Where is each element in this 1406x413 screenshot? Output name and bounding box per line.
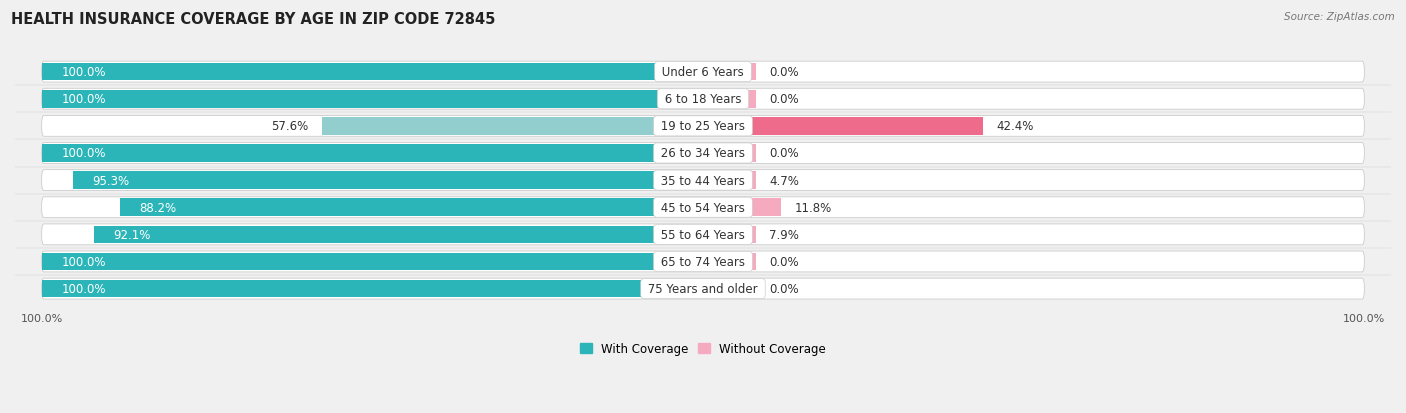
Text: Source: ZipAtlas.com: Source: ZipAtlas.com xyxy=(1284,12,1395,22)
FancyBboxPatch shape xyxy=(42,278,1364,299)
FancyBboxPatch shape xyxy=(42,170,1364,191)
Bar xyxy=(73,172,703,190)
Text: 42.4%: 42.4% xyxy=(997,120,1033,133)
Bar xyxy=(94,226,703,244)
Text: 75 Years and older: 75 Years and older xyxy=(644,282,762,295)
Text: 57.6%: 57.6% xyxy=(271,120,309,133)
Bar xyxy=(703,226,756,244)
Bar xyxy=(42,91,703,108)
Text: 11.8%: 11.8% xyxy=(794,201,831,214)
FancyBboxPatch shape xyxy=(42,224,1364,245)
Bar xyxy=(703,172,756,190)
FancyBboxPatch shape xyxy=(42,197,1364,218)
Text: 0.0%: 0.0% xyxy=(769,93,799,106)
FancyBboxPatch shape xyxy=(42,252,1364,272)
Bar xyxy=(703,280,756,298)
Text: 19 to 25 Years: 19 to 25 Years xyxy=(657,120,749,133)
Bar xyxy=(322,118,703,135)
Text: 100.0%: 100.0% xyxy=(62,147,105,160)
Bar xyxy=(703,118,983,135)
FancyBboxPatch shape xyxy=(42,116,1364,137)
Text: 100.0%: 100.0% xyxy=(62,255,105,268)
Bar xyxy=(42,280,703,298)
FancyBboxPatch shape xyxy=(42,62,1364,83)
Text: 88.2%: 88.2% xyxy=(139,201,177,214)
Text: 95.3%: 95.3% xyxy=(93,174,129,187)
FancyBboxPatch shape xyxy=(42,89,1364,110)
Bar xyxy=(42,64,703,81)
Text: 92.1%: 92.1% xyxy=(114,228,150,241)
Bar xyxy=(703,145,756,162)
Text: 4.7%: 4.7% xyxy=(769,174,799,187)
Bar xyxy=(703,91,756,108)
Text: 0.0%: 0.0% xyxy=(769,147,799,160)
Text: 0.0%: 0.0% xyxy=(769,255,799,268)
Text: 0.0%: 0.0% xyxy=(769,66,799,79)
Text: 65 to 74 Years: 65 to 74 Years xyxy=(657,255,749,268)
Text: 45 to 54 Years: 45 to 54 Years xyxy=(657,201,749,214)
Bar xyxy=(703,199,782,216)
Text: 0.0%: 0.0% xyxy=(769,282,799,295)
Text: 100.0%: 100.0% xyxy=(62,282,105,295)
Bar xyxy=(42,253,703,271)
Text: 26 to 34 Years: 26 to 34 Years xyxy=(657,147,749,160)
Bar xyxy=(703,64,756,81)
Text: 35 to 44 Years: 35 to 44 Years xyxy=(657,174,749,187)
Bar xyxy=(42,145,703,162)
FancyBboxPatch shape xyxy=(42,143,1364,164)
Bar xyxy=(703,253,756,271)
Text: Under 6 Years: Under 6 Years xyxy=(658,66,748,79)
Legend: With Coverage, Without Coverage: With Coverage, Without Coverage xyxy=(575,337,831,360)
Text: 6 to 18 Years: 6 to 18 Years xyxy=(661,93,745,106)
Bar xyxy=(120,199,703,216)
Text: 7.9%: 7.9% xyxy=(769,228,799,241)
Text: 55 to 64 Years: 55 to 64 Years xyxy=(657,228,749,241)
Text: HEALTH INSURANCE COVERAGE BY AGE IN ZIP CODE 72845: HEALTH INSURANCE COVERAGE BY AGE IN ZIP … xyxy=(11,12,496,27)
Text: 100.0%: 100.0% xyxy=(62,93,105,106)
Text: 100.0%: 100.0% xyxy=(62,66,105,79)
